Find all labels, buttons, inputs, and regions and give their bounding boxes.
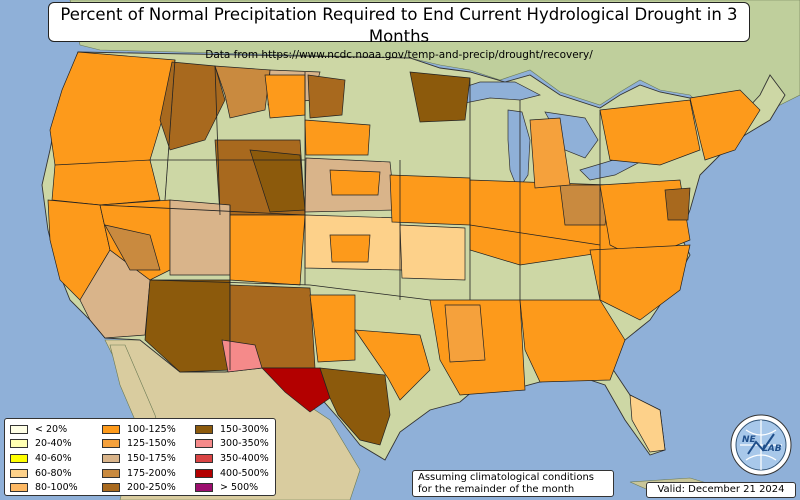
region-nebraska-orange	[329, 169, 381, 196]
legend-label: 150-175%	[127, 452, 176, 464]
state-boundaries	[99, 59, 601, 370]
legend-swatch	[195, 453, 213, 463]
region-upper-midwest	[409, 71, 471, 123]
region-texas-east	[354, 329, 431, 401]
logo-text-right: LAB	[762, 444, 782, 454]
legend-swatch	[10, 483, 28, 493]
region-michigan-lp	[529, 117, 571, 189]
region-dakota-north	[264, 74, 306, 119]
drought-regions	[47, 51, 761, 453]
legend-item: < 20%	[10, 422, 78, 437]
legend-item: > 500%	[195, 480, 269, 495]
legend-swatch	[102, 453, 120, 463]
region-delmarva-brown	[664, 187, 691, 221]
legend-swatch	[195, 468, 213, 478]
map-subtitle: Data from https://www.ncdc.noaa.gov/temp…	[205, 49, 593, 61]
legend-label: > 500%	[220, 482, 259, 494]
assumption-note-line-1: Assuming climatological conditions	[418, 472, 594, 483]
legend-swatch	[102, 424, 120, 434]
region-iowa	[389, 174, 471, 226]
region-florida-light	[629, 394, 666, 453]
region-dakota-brown	[307, 74, 346, 119]
legend-swatch	[102, 468, 120, 478]
region-montana-central	[214, 65, 271, 119]
legend-label: 350-400%	[220, 452, 269, 464]
legend-label: 200-250%	[127, 482, 176, 494]
region-missouri	[399, 224, 466, 281]
legend-label: 40-60%	[35, 452, 72, 464]
region-arizona	[144, 279, 231, 373]
legend-item: 400-500%	[195, 466, 269, 481]
legend-item: 125-150%	[102, 437, 176, 452]
assumption-note-line-2: for the remainder of the month	[418, 484, 575, 495]
legend-item: 150-175%	[102, 451, 176, 466]
legend-swatch	[10, 453, 28, 463]
legend-swatch	[195, 439, 213, 449]
legend-item: 350-400%	[195, 451, 269, 466]
legend-item: 80-100%	[10, 480, 78, 495]
map-title: Percent of Normal Precipitation Required…	[60, 5, 738, 46]
assumption-note: Assuming climatological conditions for t…	[412, 470, 614, 497]
region-colorado	[229, 214, 306, 286]
legend-label: < 20%	[35, 423, 68, 435]
lab-logo: NE LAB	[730, 414, 792, 476]
legend-swatch	[102, 439, 120, 449]
legend-label: 20-40%	[35, 438, 72, 450]
legend-column-1: < 20% 20-40% 40-60% 60-80% 80-100%	[10, 422, 78, 495]
legend-label: 100-125%	[127, 423, 176, 435]
legend-item: 300-350%	[195, 437, 269, 452]
region-carolinas	[589, 244, 691, 321]
legend-label: 175-200%	[127, 467, 176, 479]
region-new-england	[689, 89, 761, 161]
logo-text-left: NE	[742, 435, 757, 445]
logo-trend-line	[747, 433, 775, 455]
region-arkansas-orange	[444, 304, 486, 363]
legend-label: 80-100%	[35, 482, 78, 494]
legend-item: 100-125%	[102, 422, 176, 437]
legend-item: 60-80%	[10, 466, 78, 481]
region-oregon	[51, 159, 161, 206]
region-kansas-orange	[329, 234, 371, 263]
legend-item: 20-40%	[10, 437, 78, 452]
legend-swatch	[102, 483, 120, 493]
region-texas-panhandle	[309, 294, 356, 363]
region-texas-central	[319, 367, 391, 446]
region-south-dakota	[304, 119, 371, 156]
legend-swatch	[10, 468, 28, 478]
legend-column-3: 150-300% 300-350% 350-400% 400-500% > 50…	[195, 422, 269, 495]
title-box: Percent of Normal Precipitation Required…	[48, 2, 750, 61]
logo-grid	[740, 420, 782, 470]
legend-item: 175-200%	[102, 466, 176, 481]
region-texas-west-red	[261, 367, 331, 413]
legend-swatch	[195, 483, 213, 493]
legend-label: 125-150%	[127, 438, 176, 450]
region-ohio-brown	[559, 184, 611, 226]
legend-label: 150-300%	[220, 423, 269, 435]
region-new-york	[599, 99, 701, 166]
legend-item: 150-300%	[195, 422, 269, 437]
legend-item: 40-60%	[10, 451, 78, 466]
legend-label: 400-500%	[220, 467, 269, 479]
legend-column-2: 100-125% 125-150% 150-175% 175-200% 200-…	[102, 422, 176, 495]
legend: < 20% 20-40% 40-60% 60-80% 80-100% 100-1…	[4, 418, 276, 496]
legend-swatch	[10, 424, 28, 434]
legend-swatch	[195, 424, 213, 434]
legend-swatch	[10, 439, 28, 449]
legend-label: 60-80%	[35, 467, 72, 479]
legend-item: 200-250%	[102, 480, 176, 495]
valid-date: Valid: December 21 2024	[646, 482, 796, 498]
legend-label: 300-350%	[220, 438, 269, 450]
region-nevada-brown	[104, 224, 161, 271]
